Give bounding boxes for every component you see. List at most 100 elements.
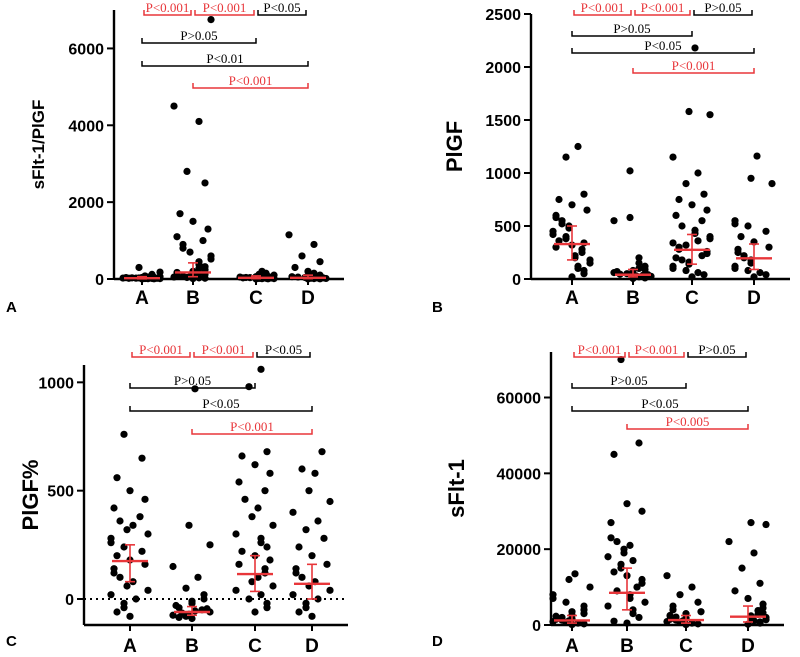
data-point	[110, 565, 118, 573]
y-tick-label: 0	[512, 272, 521, 289]
data-point	[669, 262, 677, 270]
data-point	[318, 448, 326, 456]
data-point	[298, 252, 306, 260]
data-point	[555, 237, 563, 245]
data-point	[682, 266, 690, 275]
data-point	[257, 534, 265, 542]
data-point	[144, 530, 152, 538]
significance-label: P>0.05	[704, 0, 741, 15]
data-point	[571, 570, 579, 578]
data-point	[747, 519, 755, 527]
data-point	[641, 262, 649, 270]
data-point	[703, 206, 711, 214]
data-point	[672, 613, 680, 621]
data-point	[607, 534, 615, 542]
data-point	[568, 201, 576, 209]
data-point	[302, 599, 310, 607]
data-point	[562, 153, 570, 161]
significance-label: P<0.001	[578, 342, 622, 357]
significance-bracket	[192, 83, 309, 89]
significance-bracket	[129, 383, 256, 389]
data-point	[263, 599, 271, 607]
significance-bracket	[632, 68, 755, 74]
data-point	[688, 273, 696, 281]
panel-letter: B	[432, 299, 443, 316]
data-point	[169, 611, 177, 619]
data-point	[574, 262, 582, 270]
significance-bracket	[571, 383, 687, 389]
data-point	[626, 213, 634, 222]
data-point	[254, 573, 262, 581]
data-point	[169, 562, 177, 571]
data-point	[304, 267, 312, 275]
data-point	[691, 226, 699, 234]
data-point	[706, 111, 714, 119]
data-point	[138, 454, 146, 462]
data-point	[613, 537, 621, 546]
significance-label: P<0.001	[229, 73, 273, 88]
data-point	[314, 595, 322, 603]
data-point	[744, 266, 752, 275]
data-point	[138, 547, 146, 555]
panel-b-plgf: 0 500 1000 1500 2000 2500 A B C D PlGF B P<0.001 P<0.…	[432, 0, 790, 316]
x-category-label: C	[685, 288, 699, 309]
y-tick-label: 0	[95, 272, 104, 289]
y-axis-title: sFlt-1/PlGF	[29, 100, 48, 190]
y-tick-label: 60000	[497, 391, 542, 408]
data-point	[580, 266, 588, 275]
data-point	[694, 598, 702, 606]
data-point	[185, 521, 193, 529]
data-point	[682, 241, 690, 249]
data-point	[669, 602, 677, 610]
significance-label: P<0.001	[230, 419, 274, 434]
data-point	[586, 583, 594, 591]
data-point	[580, 620, 588, 628]
significance-bracket	[141, 61, 309, 67]
data-point	[235, 560, 243, 568]
data-point	[580, 602, 588, 610]
data-point	[248, 578, 256, 586]
data-point	[295, 608, 303, 616]
significance-bracket	[628, 352, 685, 358]
data-point	[235, 478, 243, 486]
data-point	[552, 211, 560, 219]
data-point	[148, 270, 156, 278]
data-point	[310, 240, 318, 249]
data-point	[731, 587, 739, 595]
data-point	[638, 507, 646, 515]
data-point	[238, 547, 246, 555]
data-point	[308, 552, 316, 560]
data-point	[305, 487, 313, 495]
data-point	[580, 190, 588, 198]
significance-bracket	[571, 31, 693, 37]
x-category-label: C	[249, 288, 263, 309]
data-point	[257, 365, 265, 373]
data-point	[320, 534, 328, 542]
data-point	[314, 517, 322, 525]
data-point	[251, 608, 259, 616]
significance-bracket	[626, 424, 749, 430]
data-point	[254, 504, 262, 512]
data-point	[756, 579, 764, 587]
data-point	[706, 233, 714, 241]
data-point	[241, 495, 249, 503]
x-category-label: B	[186, 288, 200, 309]
data-point	[292, 565, 300, 573]
data-point	[549, 591, 557, 599]
data-point	[126, 612, 134, 620]
y-tick-label: 4000	[68, 118, 104, 135]
data-point	[610, 217, 618, 225]
significance-label: P>0.05	[610, 373, 647, 388]
data-point	[688, 619, 696, 627]
data-point	[302, 526, 310, 534]
data-point	[682, 180, 690, 188]
data-point	[200, 591, 208, 599]
data-point	[700, 190, 708, 198]
significance-bracket	[256, 352, 311, 358]
data-point	[136, 513, 144, 521]
data-point	[179, 272, 187, 280]
data-point	[756, 269, 764, 277]
data-point	[672, 254, 680, 262]
data-point	[129, 521, 137, 529]
data-point	[734, 245, 742, 253]
